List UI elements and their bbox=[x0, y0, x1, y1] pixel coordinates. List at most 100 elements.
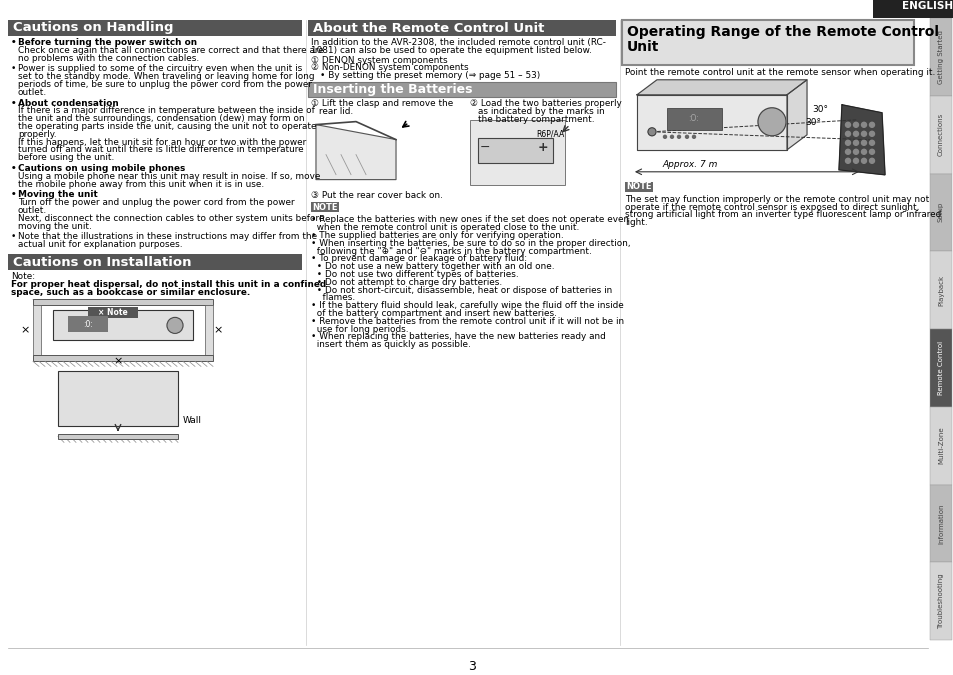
Bar bbox=[8, 254, 302, 270]
Bar bbox=[929, 329, 951, 407]
Circle shape bbox=[861, 149, 865, 155]
Circle shape bbox=[853, 140, 858, 145]
Text: Moving the unit: Moving the unit bbox=[18, 190, 97, 199]
Text: The set may function improperly or the remote control unit may not: The set may function improperly or the r… bbox=[624, 195, 928, 204]
Text: 3: 3 bbox=[468, 660, 476, 673]
Text: Multi-Zone: Multi-Zone bbox=[937, 427, 943, 464]
Text: before using the unit.: before using the unit. bbox=[18, 153, 114, 162]
Text: •: • bbox=[11, 38, 16, 47]
Text: the battery compartment.: the battery compartment. bbox=[477, 115, 594, 124]
Text: NOTE: NOTE bbox=[625, 182, 651, 191]
Text: strong artificial light from an inverter type fluorescent lamp or infrared: strong artificial light from an inverter… bbox=[624, 211, 941, 219]
Circle shape bbox=[861, 122, 865, 128]
Text: • Remove the batteries from the remote control unit if it will not be in: • Remove the batteries from the remote c… bbox=[311, 317, 623, 326]
Bar bbox=[311, 202, 338, 213]
Circle shape bbox=[853, 122, 858, 128]
Text: as indicated by the marks in: as indicated by the marks in bbox=[477, 107, 604, 116]
Text: the unit and the surroundings, condensation (dew) may form on: the unit and the surroundings, condensat… bbox=[18, 114, 304, 124]
Text: • Do not use two different types of batteries.: • Do not use two different types of batt… bbox=[311, 270, 518, 279]
Text: space, such as a bookcase or similar enclosure.: space, such as a bookcase or similar enc… bbox=[11, 288, 250, 296]
Text: • If the battery fluid should leak, carefully wipe the fluid off the inside: • If the battery fluid should leak, care… bbox=[311, 301, 623, 310]
Text: :O:: :O: bbox=[688, 114, 699, 124]
Text: ×: × bbox=[20, 325, 30, 335]
Text: Point the remote control unit at the remote sensor when operating it.: Point the remote control unit at the rem… bbox=[624, 68, 934, 77]
Circle shape bbox=[844, 140, 850, 145]
Text: • When inserting the batteries, be sure to do so in the proper direction,: • When inserting the batteries, be sure … bbox=[311, 239, 630, 248]
Text: Connections: Connections bbox=[937, 113, 943, 156]
Polygon shape bbox=[637, 80, 806, 94]
Circle shape bbox=[844, 149, 850, 155]
Text: insert them as quickly as possible.: insert them as quickly as possible. bbox=[311, 340, 470, 349]
Bar bbox=[205, 305, 213, 356]
Text: For proper heat dispersal, do not install this unit in a confined: For proper heat dispersal, do not instal… bbox=[11, 280, 326, 289]
Text: outlet.: outlet. bbox=[18, 206, 47, 215]
Text: outlet.: outlet. bbox=[18, 88, 47, 97]
Bar bbox=[8, 20, 302, 36]
Circle shape bbox=[853, 149, 858, 155]
Circle shape bbox=[868, 140, 874, 145]
Text: Note that the illustrations in these instructions may differ from the: Note that the illustrations in these ins… bbox=[18, 232, 316, 242]
Text: R6P/AA: R6P/AA bbox=[537, 130, 564, 138]
Text: •: • bbox=[11, 64, 16, 74]
Bar bbox=[929, 251, 951, 329]
Text: × Note: × Note bbox=[98, 308, 128, 317]
Bar bbox=[33, 300, 213, 305]
Text: • To prevent damage or leakage of battery fluid:: • To prevent damage or leakage of batter… bbox=[311, 254, 527, 263]
Text: Troubleshooting: Troubleshooting bbox=[937, 573, 943, 629]
Text: no problems with the connection cables.: no problems with the connection cables. bbox=[18, 53, 199, 63]
Circle shape bbox=[677, 135, 679, 138]
Text: ② Load the two batteries properly: ② Load the two batteries properly bbox=[470, 99, 621, 108]
Circle shape bbox=[758, 108, 785, 136]
Circle shape bbox=[853, 159, 858, 163]
Text: 1081) can also be used to operate the equipment listed below.: 1081) can also be used to operate the eq… bbox=[311, 46, 591, 55]
Text: the mobile phone away from this unit when it is in use.: the mobile phone away from this unit whe… bbox=[18, 180, 264, 188]
Text: −: − bbox=[479, 141, 490, 154]
Text: NOTE: NOTE bbox=[312, 203, 337, 212]
Bar bbox=[477, 138, 553, 163]
Text: ③ Put the rear cover back on.: ③ Put the rear cover back on. bbox=[311, 190, 442, 200]
Text: use for long periods.: use for long periods. bbox=[311, 325, 408, 333]
Text: If there is a major difference in temperature between the inside of: If there is a major difference in temper… bbox=[18, 107, 314, 115]
Text: actual unit for explanation purposes.: actual unit for explanation purposes. bbox=[18, 240, 182, 249]
Circle shape bbox=[670, 135, 673, 138]
Bar bbox=[33, 356, 213, 361]
Text: turned off and wait until there is little difference in temperature: turned off and wait until there is littl… bbox=[18, 145, 303, 155]
Text: Next, disconnect the connection cables to other system units before: Next, disconnect the connection cables t… bbox=[18, 214, 324, 223]
Circle shape bbox=[662, 135, 666, 138]
Text: Turn off the power and unplug the power cord from the power: Turn off the power and unplug the power … bbox=[18, 198, 294, 207]
Text: flames.: flames. bbox=[311, 294, 355, 302]
Text: light.: light. bbox=[624, 218, 647, 227]
Text: :0:: :0: bbox=[83, 320, 92, 329]
Text: ×: × bbox=[113, 356, 123, 367]
Bar bbox=[666, 108, 721, 130]
Text: • Do not short-circuit, disassemble, heat or dispose of batteries in: • Do not short-circuit, disassemble, hea… bbox=[311, 286, 612, 294]
Circle shape bbox=[861, 159, 865, 163]
Text: • The supplied batteries are only for verifying operation.: • The supplied batteries are only for ve… bbox=[311, 231, 563, 240]
Text: About the Remote Control Unit: About the Remote Control Unit bbox=[313, 22, 544, 34]
Text: Check once again that all connections are correct and that there are: Check once again that all connections ar… bbox=[18, 46, 323, 55]
Bar bbox=[929, 485, 951, 562]
Circle shape bbox=[844, 159, 850, 163]
Bar bbox=[308, 20, 616, 36]
Bar bbox=[929, 562, 951, 640]
Text: •: • bbox=[11, 190, 16, 199]
Text: Inserting the Batteries: Inserting the Batteries bbox=[313, 83, 472, 96]
Bar bbox=[470, 119, 564, 184]
Text: properly.: properly. bbox=[18, 130, 56, 139]
Polygon shape bbox=[786, 80, 806, 150]
Text: •: • bbox=[11, 232, 16, 242]
Text: following the "⊕" and "⊖" marks in the battery compartment.: following the "⊕" and "⊖" marks in the b… bbox=[311, 246, 591, 256]
Circle shape bbox=[868, 122, 874, 128]
Text: • Do not attempt to charge dry batteries.: • Do not attempt to charge dry batteries… bbox=[311, 278, 501, 287]
Text: Cautions on using mobile phones: Cautions on using mobile phones bbox=[18, 164, 185, 173]
Text: • When replacing the batteries, have the new batteries ready and: • When replacing the batteries, have the… bbox=[311, 332, 605, 342]
Text: About condensation: About condensation bbox=[18, 99, 118, 107]
Text: •: • bbox=[11, 99, 16, 107]
Text: Wall: Wall bbox=[183, 416, 202, 425]
Text: of the battery compartment and insert new batteries.: of the battery compartment and insert ne… bbox=[311, 309, 557, 318]
Text: the operating parts inside the unit, causing the unit not to operate: the operating parts inside the unit, cau… bbox=[18, 122, 316, 131]
Bar bbox=[929, 18, 951, 96]
Text: Playback: Playback bbox=[937, 275, 943, 306]
Bar bbox=[53, 310, 193, 340]
Text: Information: Information bbox=[937, 503, 943, 543]
